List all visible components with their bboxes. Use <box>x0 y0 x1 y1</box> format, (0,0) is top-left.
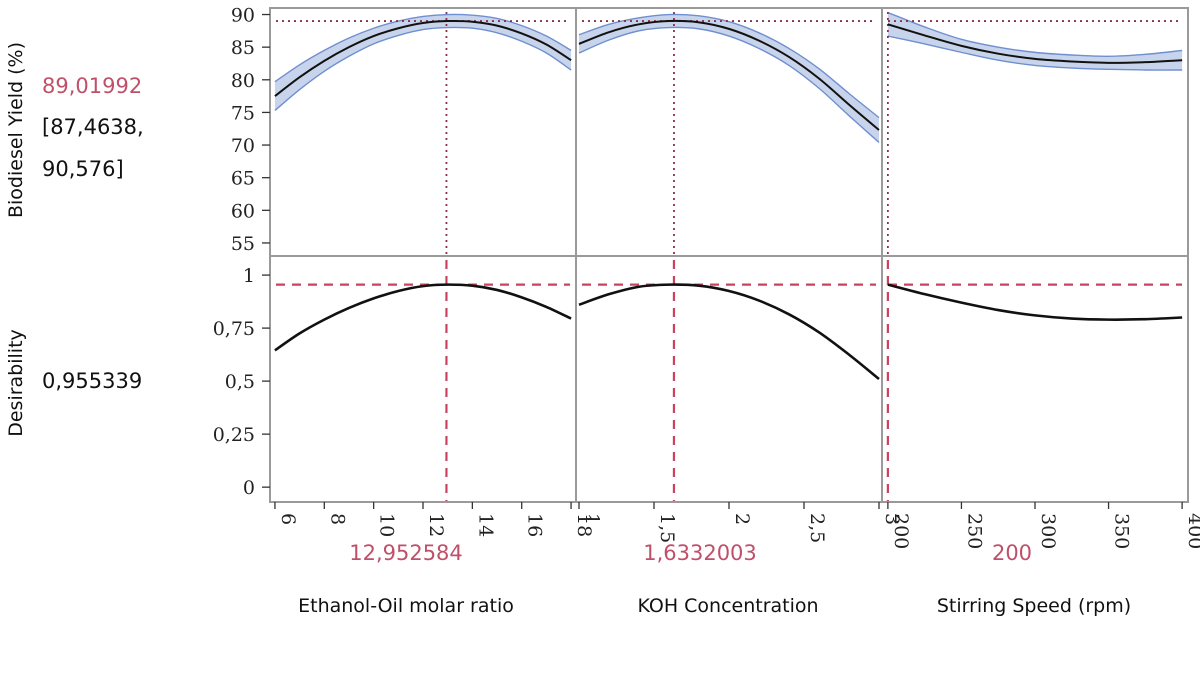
yield-interval-low: [87,4638, <box>42 115 144 139</box>
yield-current-value: 89,01992 <box>42 74 142 98</box>
factor-koh-label: KOH Concentration <box>637 595 818 617</box>
x-tick-label-0-2: 10 <box>376 513 398 537</box>
x-tick-label-1-0: 1 <box>581 513 603 525</box>
y-tick-label-1-3: 0,75 <box>213 318 255 340</box>
y-tick-label-0-1: 60 <box>231 200 255 222</box>
x-tick-label-0-6: 18 <box>573 513 595 537</box>
desirability-axis-title: Desirability <box>5 329 27 437</box>
panel-frame-1-2 <box>881 255 1189 503</box>
desirability-curve-0 <box>274 283 572 352</box>
y-tick-label-0-0: 55 <box>231 233 255 255</box>
confidence-upper-0 <box>274 13 572 83</box>
x-tick-label-2-3: 350 <box>1111 513 1133 549</box>
factor-stirring-label: Stirring Speed (rpm) <box>937 595 1131 617</box>
y-tick-label-0-7: 90 <box>231 5 255 27</box>
y-tick-label-0-6: 85 <box>231 37 255 59</box>
x-tick-label-2-4: 400 <box>1184 513 1200 549</box>
y-tick-label-1-2: 0,5 <box>225 371 255 393</box>
desirability-current-value: 0,955339 <box>42 369 142 393</box>
y-tick-label-1-4: 1 <box>243 265 255 287</box>
factor-ethanol-label: Ethanol-Oil molar ratio <box>298 595 514 617</box>
panel-frame-1-0 <box>269 255 577 503</box>
desirability-curve-1 <box>578 283 880 381</box>
x-tick-label-0-0: 6 <box>277 513 299 525</box>
panel-frames <box>269 7 1189 503</box>
confidence-lower-1 <box>578 26 880 143</box>
y-tick-label-1-0: 0 <box>243 477 255 499</box>
x-tick-label-1-3: 2,5 <box>806 513 828 543</box>
desirability-curve-2 <box>887 283 1183 321</box>
y-tick-label-0-3: 70 <box>231 135 255 157</box>
confidence-upper-2 <box>887 11 1183 57</box>
factor-koh-current-value: 1,6332003 <box>643 541 757 565</box>
x-tick-label-0-5: 16 <box>524 513 546 537</box>
yield-curve-2 <box>887 23 1183 64</box>
yield-axis-title: Biodiesel Yield (%) <box>5 42 27 218</box>
x-tick-label-1-1: 1,5 <box>656 513 678 543</box>
x-tick-label-2-1: 250 <box>963 513 985 549</box>
y-tick-label-1-1: 0,25 <box>213 424 255 446</box>
yield-curve-1 <box>578 19 880 131</box>
x-tick-label-0-3: 12 <box>425 513 447 537</box>
x-tick-label-1-2: 2 <box>731 513 753 525</box>
factor-stirring-current-value: 200 <box>992 541 1032 565</box>
factor-ethanol-current-value: 12,952584 <box>349 541 463 565</box>
yield-interval-high: 90,576] <box>42 157 124 181</box>
x-tick-label-0-1: 8 <box>326 513 348 525</box>
y-tick-label-0-4: 75 <box>231 102 255 124</box>
ticks: 6 8 10 12 14 16 181 1,5 2 2,5 3200 250 300 350 4005560… <box>213 5 1200 550</box>
yield-curve-0 <box>274 19 572 97</box>
panel-frame-0-1 <box>575 7 883 257</box>
confidence-band-1 <box>579 14 879 143</box>
confidence-lower-2 <box>887 35 1183 71</box>
x-tick-label-1-4: 3 <box>881 513 903 525</box>
y-tick-label-0-2: 65 <box>231 168 255 190</box>
confidence-upper-1 <box>578 13 880 119</box>
y-tick-label-0-5: 80 <box>231 70 255 92</box>
x-tick-label-2-0: 200 <box>890 513 912 549</box>
profile-curves <box>274 19 1183 381</box>
confidence-lower-0 <box>274 26 572 111</box>
x-tick-label-2-2: 300 <box>1037 513 1059 549</box>
confidence-bands <box>274 11 1183 143</box>
panel-frame-1-1 <box>575 255 883 503</box>
x-tick-label-0-4: 14 <box>474 513 496 537</box>
crosshairs <box>276 12 1182 502</box>
